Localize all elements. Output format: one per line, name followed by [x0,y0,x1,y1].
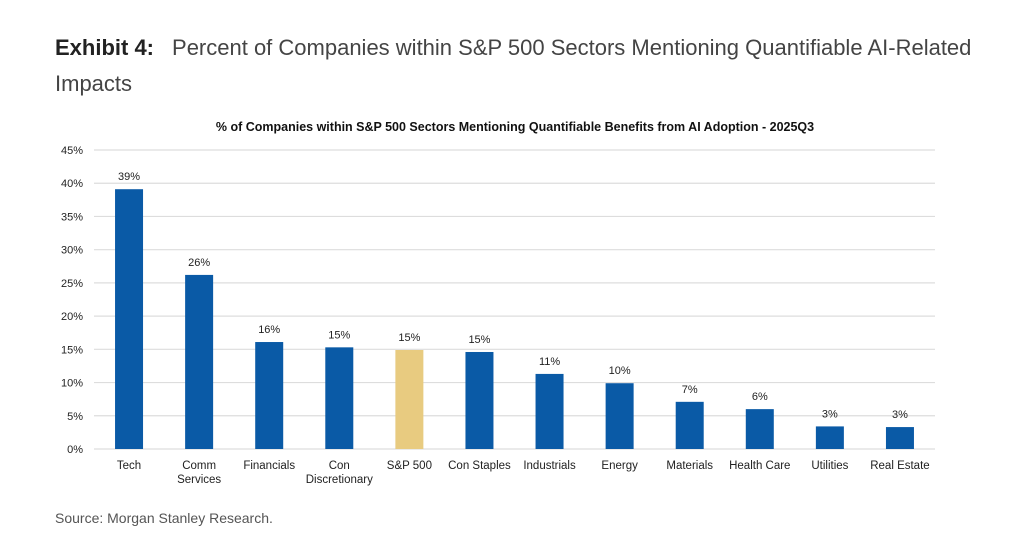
y-tick-label: 45% [61,145,83,157]
data-label: 6% [752,391,768,403]
bar [675,401,704,449]
category-label-line: Energy [601,460,638,472]
exhibit-number: Exhibit 4: [55,35,155,60]
category-label-line: Con [329,460,350,472]
data-label: 26% [188,257,210,269]
bar [325,347,354,449]
category-label: Health Care [729,460,790,472]
category-label-line: Comm [182,460,216,472]
category-label: Energy [601,460,638,472]
category-label: Real Estate [870,460,929,472]
category-label-line: Real Estate [870,460,929,472]
category-label: S&P 500 [387,460,432,472]
data-label: 15% [468,334,490,346]
y-tick-label: 35% [61,211,83,223]
category-label-line: Industrials [523,460,576,472]
category-label-line: Health Care [729,460,790,472]
data-label: 39% [118,171,140,183]
bar [745,409,774,449]
bar [395,349,424,449]
y-tick-label: 0% [67,444,83,456]
y-tick-label: 20% [61,311,83,323]
category-labels: Tech Comm Services Financials Con Discretiona… [117,460,930,486]
category-label: Con Discretionary [306,460,373,486]
category-label: Tech [117,460,141,472]
y-tick-label: 40% [61,178,83,190]
bar [185,274,214,449]
y-tick-label: 5% [67,411,83,423]
y-tick-label: 25% [61,278,83,290]
category-label-line: Financials [243,460,295,472]
data-labels: 39% 26% 16% 15% 15% 15% 11% 10% 7% 6% 3% 3% [118,171,908,421]
chart-title: % of Companies within S&P 500 Sectors Me… [216,120,814,134]
bars [115,189,914,450]
category-label-line: Tech [117,460,141,472]
category-label: Utilities [811,460,848,472]
source-note: Source: Morgan Stanley Research. [55,510,273,526]
data-label: 3% [822,408,838,420]
bar [115,189,144,450]
bar [255,342,284,449]
category-label-line: Services [177,474,221,486]
data-label: 11% [539,356,560,368]
exhibit-title: Percent of Companies within S&P 500 Sect… [55,35,972,96]
data-label: 7% [682,384,698,396]
category-label: Con Staples [448,460,511,472]
gridlines [94,149,935,450]
bar [815,426,844,449]
category-label: Comm Services [177,460,221,486]
data-label: 10% [609,365,631,377]
bar [465,351,494,449]
bar [885,427,914,449]
category-label-line: Materials [666,460,713,472]
data-label: 15% [398,332,420,344]
category-label: Financials [243,460,295,472]
y-tick-label: 15% [61,344,83,356]
category-label: Industrials [523,460,576,472]
data-label: 3% [892,409,908,421]
category-label-line: Discretionary [306,474,373,486]
category-label-line: S&P 500 [387,460,432,472]
exhibit-heading: Exhibit 4: Percent of Companies within S&… [55,30,985,102]
category-label-line: Con Staples [448,460,511,472]
y-axis-ticks: 0% 5% 10% 15% 20% 25% 30% 35% 40% 45% [61,145,83,456]
category-label: Materials [666,460,713,472]
bar [535,373,564,449]
data-label: 16% [258,324,280,336]
bar [605,383,634,449]
data-label: 15% [328,329,350,341]
y-tick-label: 10% [61,378,83,390]
y-tick-label: 30% [61,245,83,257]
category-label-line: Utilities [811,460,848,472]
